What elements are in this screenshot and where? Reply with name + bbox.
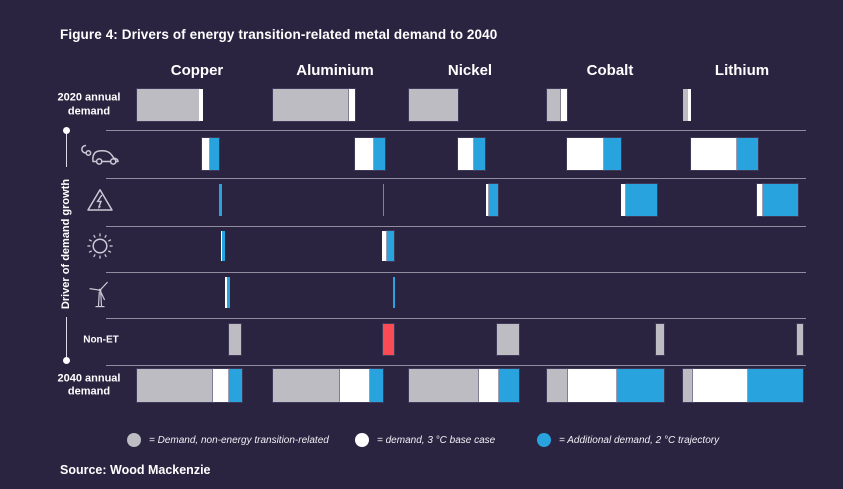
bar-segment-electric-vehicles-aluminium-blue [374, 138, 385, 170]
axis-bracket-line-top [66, 131, 67, 167]
column-header-aluminium: Aluminium [296, 62, 374, 79]
bar-segment-demand-2020-cobalt-white [561, 89, 567, 121]
bar-segment-demand-2020-lithium-gray [683, 89, 688, 121]
bar-segment-demand-2040-nickel-blue [499, 369, 519, 402]
ev-car-icon [76, 140, 124, 168]
legend-swatch-white [355, 433, 369, 447]
bar-segment-demand-2020-cobalt-gray [547, 89, 561, 121]
legend-item-gray: = Demand, non-energy transition-related [127, 432, 329, 448]
row-separator-line [106, 318, 806, 319]
bar-segment-electric-vehicles-nickel-blue [474, 138, 485, 170]
row-separator-line [106, 226, 806, 227]
wind-turbine-icon [85, 277, 115, 309]
bar-segment-power-grid-lithium-blue [763, 184, 798, 216]
bar-segment-power-grid-lithium-white [757, 184, 763, 216]
bar-segment-demand-2040-aluminium-blue [370, 369, 383, 402]
bar-segment-wind-copper-white [225, 277, 227, 308]
bar-segment-demand-2020-lithium-white [688, 89, 691, 121]
y-axis-label: Driver of demand growth [60, 178, 72, 310]
row-label-demand-2020: 2020 annual demand [57, 91, 121, 117]
bar-segment-electric-vehicles-copper-blue [210, 138, 219, 170]
bar-segment-wind-aluminium-blue [393, 277, 395, 308]
bar-segment-demand-2020-aluminium-white [349, 89, 355, 121]
column-header-copper: Copper [170, 62, 224, 79]
bar-segment-electric-vehicles-aluminium-white [355, 138, 374, 170]
bar-segment-electric-vehicles-nickel-white [458, 138, 474, 170]
column-header-lithium: Lithium [714, 62, 770, 79]
row-separator-line [106, 272, 806, 273]
bar-segment-solar-copper-blue [222, 231, 225, 261]
bar-segment-demand-2020-copper-white [199, 89, 203, 121]
bar-segment-solar-copper-white [221, 231, 222, 261]
source-note: Source: Wood Mackenzie [60, 463, 211, 477]
bar-segment-demand-2040-aluminium-white [340, 369, 370, 402]
bar-segment-non-et-aluminium-red [383, 324, 394, 355]
bar-segment-non-et-lithium-gray [797, 324, 803, 355]
bar-segment-demand-2040-copper-gray [137, 369, 213, 402]
bar-segment-demand-2040-cobalt-blue [617, 369, 664, 402]
row-separator-line [106, 178, 806, 179]
bar-segment-demand-2040-copper-white [213, 369, 229, 402]
bar-segment-non-et-copper-gray [229, 324, 241, 355]
legend-label: = demand, 3 °C base case [377, 434, 496, 446]
bar-segment-power-grid-cobalt-white [621, 184, 626, 216]
bar-segment-power-grid-nickel-blue [489, 184, 498, 216]
high-voltage-icon [86, 187, 114, 213]
legend-swatch-blue [537, 433, 551, 447]
bar-segment-electric-vehicles-lithium-blue [737, 138, 758, 170]
bar-segment-electric-vehicles-lithium-white [691, 138, 737, 170]
legend-label: = Additional demand, 2 °C trajectory [559, 434, 720, 446]
axis-bracket-dot-bottom [63, 357, 70, 364]
bar-segment-demand-2040-copper-blue [229, 369, 242, 402]
bar-segment-demand-2040-lithium-gray [683, 369, 693, 402]
bar-segment-demand-2040-cobalt-white [568, 369, 617, 402]
bar-segment-demand-2040-nickel-gray [409, 369, 479, 402]
row-separator-line [106, 130, 806, 131]
figure-title: Figure 4: Drivers of energy transition-r… [60, 27, 498, 42]
legend-item-blue: = Additional demand, 2 °C trajectory [537, 432, 719, 448]
legend-item-white: = demand, 3 °C base case [355, 432, 495, 448]
bar-segment-solar-aluminium-blue [387, 231, 394, 261]
bar-segment-electric-vehicles-cobalt-blue [604, 138, 621, 170]
column-header-nickel: Nickel [447, 62, 493, 79]
column-header-cobalt: Cobalt [586, 62, 634, 79]
bar-segment-demand-2020-nickel-gray [409, 89, 458, 121]
bar-segment-demand-2040-nickel-white [479, 369, 499, 402]
bar-segment-electric-vehicles-cobalt-white [567, 138, 604, 170]
bar-segment-non-et-cobalt-gray [656, 324, 664, 355]
bar-segment-solar-aluminium-white [382, 231, 387, 261]
bar-segment-demand-2020-aluminium-gray [273, 89, 349, 121]
row-separator-line [106, 365, 806, 366]
axis-bracket-dot-top [63, 127, 70, 134]
bar-segment-wind-copper-blue [227, 277, 230, 308]
bar-segment-demand-2040-lithium-white [693, 369, 748, 402]
bar-segment-demand-2040-lithium-blue [748, 369, 803, 402]
legend-swatch-gray [127, 433, 141, 447]
bar-segment-power-grid-nickel-white [486, 184, 489, 216]
bar-segment-power-grid-cobalt-blue [626, 184, 657, 216]
bar-segment-power-grid-aluminium-blue [383, 184, 384, 216]
bar-segment-demand-2020-copper-gray [137, 89, 199, 121]
sun-icon [84, 230, 116, 262]
bar-segment-demand-2040-cobalt-gray [547, 369, 568, 402]
bar-segment-electric-vehicles-copper-white [202, 138, 210, 170]
legend-label: = Demand, non-energy transition-related [149, 434, 329, 446]
bar-segment-demand-2040-aluminium-gray [273, 369, 340, 402]
row-label-demand-2040: 2040 annual demand [57, 371, 121, 398]
axis-bracket-line-bottom [66, 317, 67, 361]
bar-segment-power-grid-copper-blue [219, 184, 222, 216]
bar-segment-non-et-nickel-gray [497, 324, 519, 355]
row-label-non-et: Non-ET [83, 334, 119, 345]
